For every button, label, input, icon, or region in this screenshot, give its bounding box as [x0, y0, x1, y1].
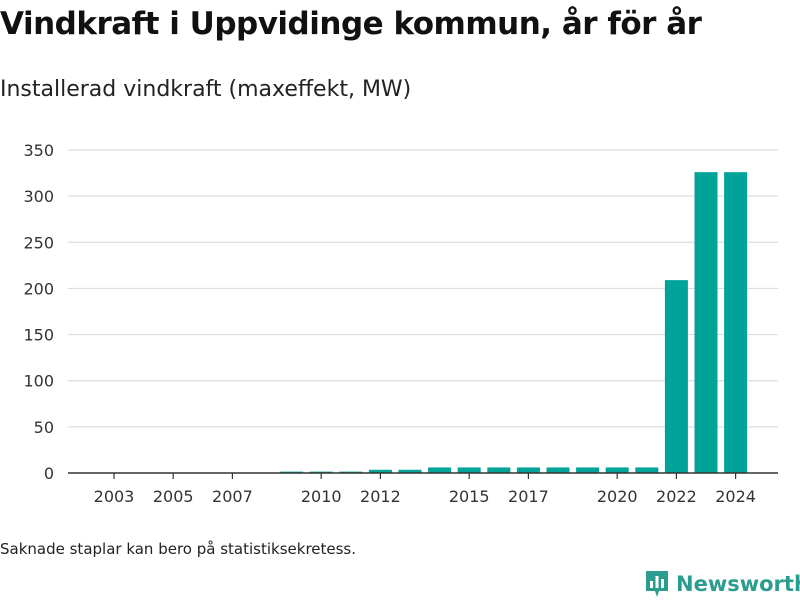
y-tick-label: 150 [23, 326, 54, 345]
x-tick-label: 2024 [715, 487, 756, 506]
y-tick-label: 100 [23, 372, 54, 391]
grid-lines [68, 149, 778, 428]
bar [457, 467, 481, 473]
bar [428, 467, 452, 473]
brand-name: Newsworthy [676, 572, 800, 596]
y-axis-ticks: 0 50 100 150 200 250 300 350 [23, 141, 54, 483]
x-tick-label: 2022 [656, 487, 697, 506]
x-tick-label: 2007 [212, 487, 253, 506]
bar-chart-logo-icon [646, 571, 668, 597]
bar [516, 467, 540, 473]
bar [546, 467, 570, 473]
y-tick-label: 50 [34, 418, 54, 437]
bar [694, 172, 718, 474]
bar [368, 469, 392, 473]
y-tick-label: 250 [23, 233, 54, 252]
brand-logo: Newsworthy [644, 569, 800, 599]
bar [605, 467, 629, 473]
bar [724, 172, 748, 474]
x-tick-label: 2017 [508, 487, 549, 506]
bar [635, 467, 659, 473]
x-tick-label: 2010 [301, 487, 342, 506]
chart-title: Vindkraft i Uppvidinge kommun, år för år [0, 6, 702, 42]
x-tick-label: 2005 [153, 487, 194, 506]
x-tick-label: 2020 [597, 487, 638, 506]
y-tick-label: 350 [23, 141, 54, 160]
bar [576, 467, 600, 473]
y-tick-label: 300 [23, 187, 54, 206]
x-axis-ticks: 2003 2005 2007 2010 2012 2015 2017 2020 2022 2024 [68, 472, 778, 506]
x-tick-label: 2012 [360, 487, 401, 506]
x-tick-label: 2015 [449, 487, 490, 506]
footnote: Saknade staplar kan bero på statistiksek… [0, 540, 357, 558]
x-tick-label: 2003 [94, 487, 135, 506]
bars [280, 172, 748, 474]
y-tick-label: 0 [44, 464, 54, 483]
y-tick-label: 200 [23, 279, 54, 298]
bar [398, 469, 422, 473]
chart-subtitle: Installerad vindkraft (maxeffekt, MW) [0, 77, 412, 102]
bar [664, 280, 688, 473]
bar [487, 467, 511, 473]
